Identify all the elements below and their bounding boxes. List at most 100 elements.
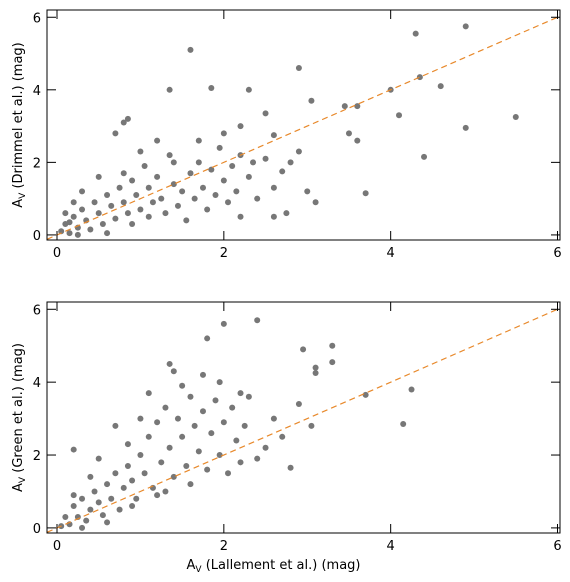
point [120, 484, 127, 491]
point [108, 202, 115, 209]
point [204, 335, 211, 342]
point [400, 421, 407, 428]
point [279, 168, 286, 175]
identity-line [46, 307, 561, 533]
y-axis-label: AV (Drimmel et al.) (mag) [11, 42, 28, 208]
label-main: A [11, 199, 26, 208]
plot-frame [46, 9, 561, 241]
point [154, 173, 161, 180]
point [437, 83, 444, 90]
point [308, 97, 315, 104]
point [237, 459, 244, 466]
point [70, 503, 77, 510]
point [237, 123, 244, 130]
point [174, 415, 181, 422]
point [270, 132, 277, 139]
point [408, 386, 415, 393]
point [179, 382, 186, 389]
x-tick-label: 0 [53, 246, 61, 261]
point [195, 137, 202, 144]
point [283, 210, 290, 217]
point [287, 159, 294, 166]
point [396, 112, 403, 119]
point [112, 422, 119, 429]
point [416, 74, 423, 81]
point [124, 115, 131, 122]
point [216, 452, 223, 459]
label-rest: (Green et al.) (mag) [11, 343, 26, 477]
y-tick-label: 4 [33, 376, 41, 391]
point [199, 184, 206, 191]
point [58, 228, 65, 235]
label-sub: V [18, 192, 28, 199]
y-tick-label: 4 [33, 84, 41, 99]
point [95, 173, 102, 180]
point [133, 495, 140, 502]
point [204, 206, 211, 213]
point [462, 23, 469, 30]
y-tick-label: 2 [33, 449, 41, 464]
point [137, 415, 144, 422]
point [62, 513, 69, 520]
point [179, 433, 186, 440]
point [183, 217, 190, 224]
point [183, 462, 190, 469]
point [154, 137, 161, 144]
point [329, 359, 336, 366]
point [162, 488, 169, 495]
point [87, 506, 94, 513]
point [166, 86, 173, 93]
point [462, 124, 469, 131]
panel: 0 2 4 6 0 2 4 6 AV (Drimmel et al.) (mag) [11, 9, 562, 261]
point [116, 506, 123, 513]
point [141, 470, 148, 477]
point [212, 192, 219, 199]
point [225, 199, 232, 206]
point [129, 221, 136, 228]
point [133, 192, 140, 199]
point [91, 199, 98, 206]
point [237, 213, 244, 220]
point [345, 130, 352, 137]
point [220, 419, 227, 426]
point [295, 148, 302, 155]
label-sub: V [195, 565, 202, 575]
point [195, 159, 202, 166]
point [216, 379, 223, 386]
point [137, 148, 144, 155]
label-sub: V [18, 476, 28, 483]
point [312, 364, 319, 371]
label-main: A [186, 558, 195, 573]
point [199, 408, 206, 415]
point [216, 144, 223, 151]
point [245, 86, 252, 93]
point [91, 488, 98, 495]
point [262, 110, 269, 117]
x-tick-label: 6 [553, 246, 561, 261]
point [66, 230, 73, 237]
point [170, 473, 177, 480]
point [233, 188, 240, 195]
point [166, 360, 173, 367]
point [70, 492, 77, 499]
point [145, 390, 152, 397]
point [195, 448, 202, 455]
point [120, 119, 127, 126]
point [262, 155, 269, 162]
point [254, 455, 261, 462]
point [308, 422, 315, 429]
point [87, 473, 94, 480]
point [279, 433, 286, 440]
point [262, 444, 269, 451]
point [208, 430, 215, 437]
point [104, 519, 111, 526]
point [129, 477, 136, 484]
point [229, 404, 236, 411]
point [199, 371, 206, 378]
label-rest: (Lallement et al.) (mag) [202, 558, 361, 573]
point [137, 452, 144, 459]
point [95, 455, 102, 462]
point [154, 419, 161, 426]
point [83, 517, 90, 524]
